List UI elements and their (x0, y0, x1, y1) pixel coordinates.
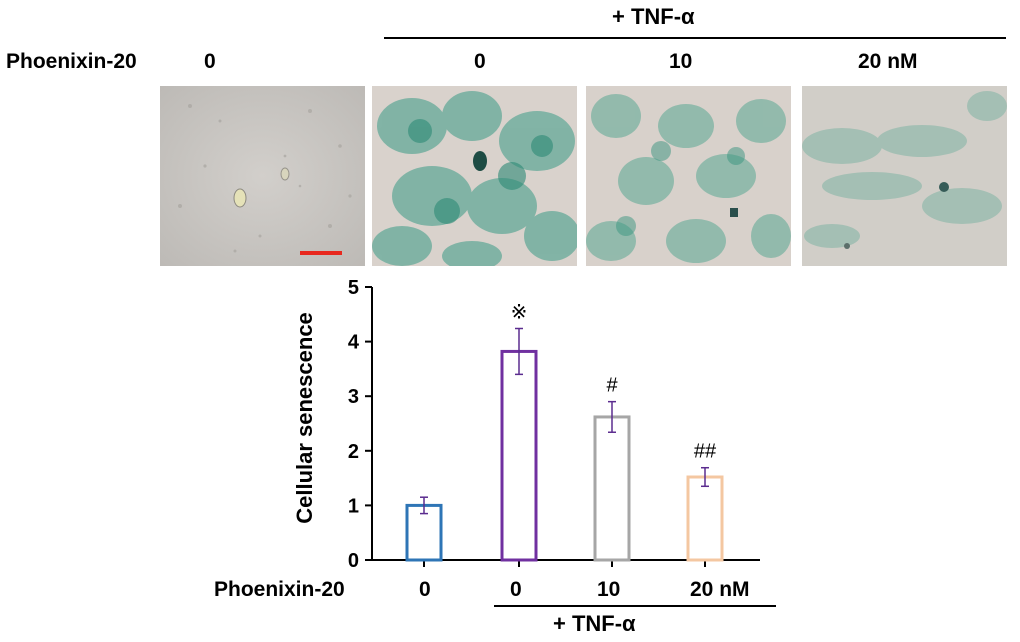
scale-bar (300, 251, 342, 255)
chart-bars (405, 349, 724, 562)
bar-1 (500, 349, 538, 562)
top-dose-0-tnf: 0 (474, 50, 486, 73)
chart-error-bars (420, 327, 709, 515)
top-row-label: Phoenixin-20 (6, 50, 137, 73)
chart-annotations: ※### (511, 301, 717, 462)
significance-mark-2: # (606, 375, 618, 397)
bottom-row-label: Phoenixin-20 (214, 578, 345, 601)
y-tick-label-1: 1 (348, 495, 359, 517)
top-group-bracket (384, 37, 1006, 39)
bottom-group-label: + TNF-α (553, 611, 636, 636)
y-axis-label: Cellular senescence (292, 312, 317, 524)
y-tick-label-3: 3 (348, 386, 359, 408)
bottom-dose-0-control: 0 (419, 578, 431, 601)
bar-3 (686, 475, 724, 562)
y-tick-label-4: 4 (348, 332, 360, 354)
significance-mark-1: ※ (511, 301, 528, 323)
micrograph-tnf-alpha-phnx-10 (586, 86, 791, 266)
top-dose-20: 20 nM (858, 50, 918, 73)
micrograph-tnf-alpha (372, 86, 577, 266)
bar-0 (405, 503, 443, 562)
top-dose-10: 10 (669, 50, 693, 73)
bar-2 (593, 415, 631, 562)
bottom-dose-10: 10 (597, 578, 621, 601)
top-group-label: + TNF-α (612, 4, 695, 29)
y-tick-label-2: 2 (348, 441, 359, 463)
bottom-dose-0-tnf: 0 (510, 578, 522, 601)
bottom-dose-20: 20 nM (690, 578, 750, 601)
micrograph-control (160, 86, 365, 266)
y-tick-label-0: 0 (348, 550, 359, 572)
significance-mark-3: ## (694, 441, 717, 463)
top-dose-0-control: 0 (204, 50, 216, 73)
bottom-group-bracket (494, 605, 776, 607)
micrograph-tnf-alpha-phnx-20 (802, 86, 1007, 266)
y-tick-label-5: 5 (348, 277, 359, 299)
